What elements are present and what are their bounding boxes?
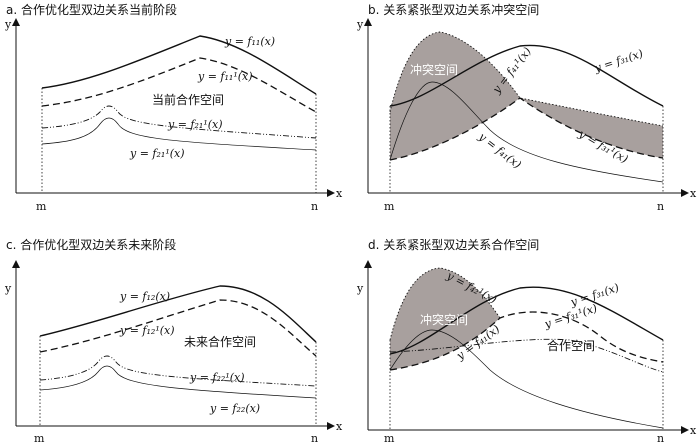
panel-a-region-label: 当前合作空间 — [152, 92, 224, 107]
panel-c-curve-f12-1 — [39, 299, 317, 357]
panel-d-curve-f41 — [389, 329, 664, 429]
panel-c-curve-f12 — [39, 285, 317, 343]
panel-c-label-f22-1: y = f₂₂¹(x) — [189, 371, 245, 384]
panel-b-region-label: 冲突空间 — [410, 62, 458, 77]
panel-c-label-f22: y = f₂₂(x) — [209, 402, 260, 415]
panel-d-dashdot-curve — [389, 338, 664, 373]
panel-b-label-f41: y = f₄₁(x) — [475, 130, 523, 172]
panel-a-n: n — [311, 200, 318, 213]
panel-a-label-f11-1: y = f₁₁¹(x) — [197, 70, 253, 83]
panel-a-title: a. 合作优化型双边关系当前阶段 — [6, 3, 177, 17]
panel-b-n: n — [657, 200, 664, 213]
panel-c-label-f12: y = f₁₂(x) — [119, 290, 170, 303]
panel-d-n: n — [657, 432, 664, 443]
panel-a: y = f₁₁(x) y = f₁₁¹(x) y = f₂₁¹(x) y = f… — [4, 18, 343, 213]
panel-a-label-f21-solid: y = f₂₁¹(x) — [129, 147, 185, 160]
panel-b-y-label: y — [356, 18, 364, 31]
panel-d-coop-label: 合作空间 — [547, 338, 595, 353]
panel-d-m: m — [384, 432, 395, 443]
panel-d-conflict-label: 冲突空间 — [420, 312, 468, 327]
panel-b-lower-boundary — [389, 97, 664, 161]
panel-d-label-f31-1: y = f₃₁¹(x) — [542, 302, 599, 332]
panel-c-title: c. 合作优化型双边关系未来阶段 — [6, 238, 177, 252]
panel-a-label-f21-dash: y = f₂₁¹(x) — [167, 118, 223, 131]
panel-b-x-label: x — [690, 187, 697, 200]
panel-a-curve-f11 — [41, 35, 317, 95]
panel-d-dashed-curve — [389, 311, 664, 371]
panel-a-y-label: y — [4, 18, 12, 31]
panel-c-curve-f22-1 — [39, 355, 317, 387]
panel-c-y-label: y — [4, 282, 12, 295]
panel-b-label-f31: y = f₃₁(x) — [592, 47, 645, 75]
panel-d-conflict-fill — [390, 268, 500, 370]
panel-a-x-label: x — [336, 187, 343, 200]
panel-d-curve-f31 — [389, 286, 664, 355]
panel-b-curve-f31 — [389, 44, 664, 107]
panel-c-region-label: 未来合作空间 — [184, 334, 256, 349]
panel-d-y-label: y — [356, 282, 364, 295]
panel-a-curve-f21-dash — [41, 105, 317, 139]
panel-b: 冲突空间 y = f₃₁(x) y = f₄₁¹(x) y = f₄₁(x) y… — [356, 18, 697, 213]
panel-b-title: b. 关系紧张型双边关系冲突空间 — [368, 3, 540, 17]
panel-a-curve-f11-1 — [41, 57, 317, 113]
panel-b-conflict-fill — [390, 32, 663, 160]
panel-c: y = f₁₂(x) y = f₁₂¹(x) y = f₂₂¹(x) y = f… — [4, 260, 343, 443]
panel-c-n: n — [311, 432, 318, 443]
panel-d-upper-boundary — [389, 267, 501, 341]
panel-d: 冲突空间 合作空间 y = f₄₂¹(x) y = f₃₁(x) y = f₃₁… — [356, 260, 697, 443]
panel-c-curve-f22 — [39, 365, 317, 399]
panel-d-x-label: x — [690, 424, 697, 437]
panel-c-label-f12-1: y = f₁₂¹(x) — [119, 324, 175, 337]
panel-d-title: d. 关系紧张型双边关系合作空间 — [368, 238, 540, 252]
panel-b-upper-boundary — [389, 31, 664, 127]
panel-b-curve-f41 — [389, 81, 664, 183]
panel-a-m: m — [36, 200, 47, 213]
panel-c-m: m — [34, 432, 45, 443]
panel-c-x-label: x — [336, 420, 343, 433]
panel-b-m: m — [384, 200, 395, 213]
panel-a-curve-f21-solid — [41, 117, 317, 151]
panel-a-label-f11: y = f₁₁(x) — [224, 35, 275, 48]
